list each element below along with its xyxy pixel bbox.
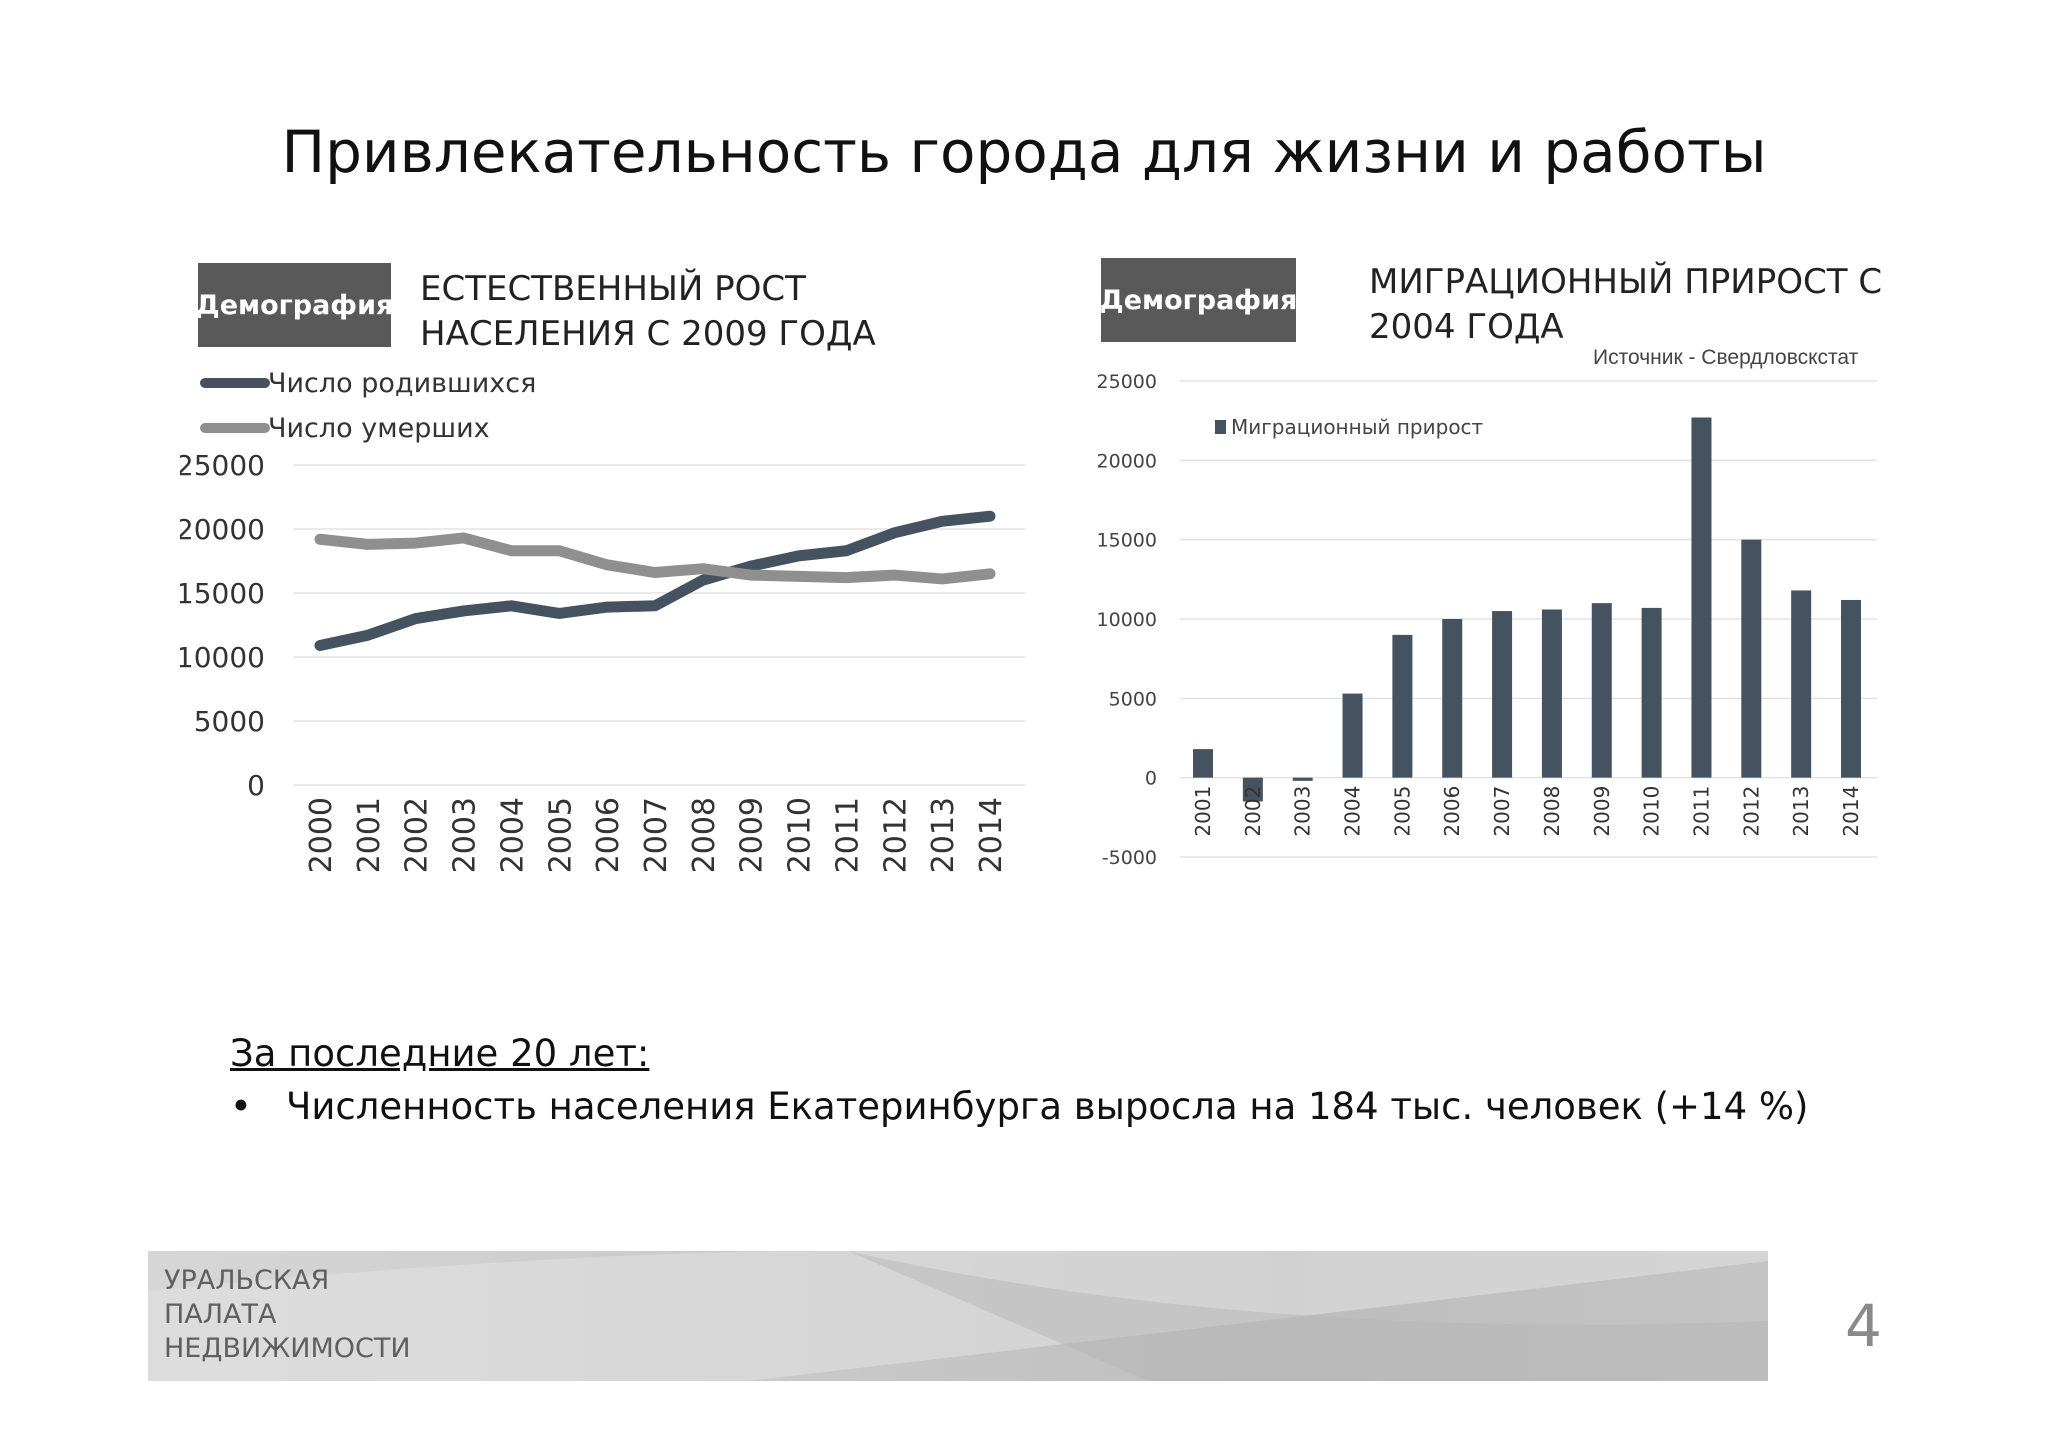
- x-tick-label: 2014: [974, 797, 1009, 873]
- x-tick-label: 2004: [495, 797, 530, 873]
- bar: [1242, 777, 1263, 802]
- x-tick-label: 2013: [926, 797, 961, 873]
- summary-heading: За последние 20 лет:: [230, 1032, 650, 1075]
- legend-label: Миграционный прирост: [1231, 415, 1484, 439]
- x-tick-label: 2013: [1789, 786, 1813, 837]
- bar: [1841, 599, 1861, 778]
- bar: [1193, 749, 1213, 778]
- x-tick-label: 2001: [352, 797, 387, 873]
- x-tick-label: 2009: [735, 797, 770, 873]
- source-note: Источник - Свердловскстат: [1593, 346, 1859, 369]
- left-chart-heading-line1: ЕСТЕСТВЕННЫЙ РОСТ: [420, 269, 806, 309]
- footer-org-line1: УРАЛЬСКАЯ: [164, 1265, 330, 1296]
- legend-label: Число родившихся: [268, 368, 536, 399]
- x-tick-label: 2008: [687, 797, 722, 873]
- x-tick-label: 2002: [400, 797, 435, 873]
- bullet-icon: •: [230, 1085, 252, 1128]
- footer-org-line2: ПАЛАТА: [164, 1299, 277, 1330]
- x-tick-label: 2007: [1490, 786, 1514, 837]
- y-tick-label: 15000: [1097, 530, 1157, 552]
- x-tick-label: 2012: [878, 797, 913, 873]
- footer-org-line3: НЕДВИЖИМОСТИ: [164, 1333, 411, 1364]
- x-tick-label: 2001: [1191, 786, 1215, 837]
- bar: [1691, 417, 1712, 778]
- bar: [1741, 539, 1762, 778]
- y-tick-label: 5000: [1109, 688, 1157, 710]
- bar: [1641, 607, 1662, 778]
- summary-bullet: • Численность населения Екатеринбурга выр…: [230, 1085, 1808, 1128]
- y-tick-label: 25000: [180, 449, 265, 482]
- x-tick-label: 2009: [1590, 786, 1614, 837]
- x-tick-label: 2008: [1540, 786, 1564, 837]
- series-line: [314, 510, 996, 651]
- bar: [1541, 609, 1562, 778]
- bar: [1442, 619, 1463, 778]
- x-tick-label: 2010: [1640, 786, 1664, 837]
- demography-badge-right: Демография: [1100, 258, 1297, 342]
- x-tick-label: 2000: [304, 797, 339, 873]
- footer-decoration: [148, 1251, 1768, 1381]
- y-tick-label: 25000: [1097, 371, 1157, 393]
- y-tick-label: 5000: [194, 705, 265, 738]
- bar: [1292, 777, 1313, 781]
- demography-badge-left: Демография: [196, 263, 393, 347]
- bar: [1591, 603, 1612, 778]
- legend-label: Число умерших: [268, 413, 490, 444]
- left-chart-heading-line2: НАСЕЛЕНИЯ С 2009 ГОДА: [420, 314, 876, 354]
- footer-band: [148, 1251, 1768, 1381]
- right-chart-heading: МИГРАЦИОННЫЙ ПРИРОСТ С 2004 ГОДА: [1369, 260, 1882, 350]
- x-tick-label: 2012: [1739, 786, 1763, 837]
- footer-org-name: УРАЛЬСКАЯ ПАЛАТА НЕДВИЖИМОСТИ: [164, 1264, 411, 1366]
- x-tick-label: 2006: [591, 797, 626, 873]
- y-tick-label: 0: [247, 769, 265, 802]
- y-tick-label: 15000: [180, 577, 265, 610]
- x-tick-label: 2007: [639, 797, 674, 873]
- x-tick-label: 2002: [1241, 786, 1265, 837]
- bar: [1392, 634, 1413, 778]
- y-tick-label: -5000: [1102, 847, 1157, 869]
- x-tick-label: 2005: [1390, 786, 1414, 837]
- y-tick-label: 10000: [1097, 609, 1157, 631]
- x-tick-label: 2005: [543, 797, 578, 873]
- x-tick-label: 2014: [1839, 786, 1863, 837]
- y-tick-label: 10000: [180, 641, 265, 674]
- right-chart-heading-line2: 2004 ГОДА: [1369, 307, 1564, 347]
- x-tick-label: 2010: [783, 797, 818, 873]
- x-tick-label: 2006: [1440, 786, 1464, 837]
- bar: [1791, 590, 1812, 778]
- slide-title: Привлекательность города для жизни и раб…: [281, 118, 1767, 186]
- y-tick-label: 20000: [180, 513, 265, 546]
- summary-bullet-text: Численность населения Екатеринбурга выро…: [286, 1085, 1809, 1128]
- legend-swatch: [1215, 420, 1226, 434]
- x-tick-label: 2011: [830, 797, 865, 873]
- series-line: [314, 532, 996, 585]
- natural-growth-line-chart: 0 5000 10000 15000 20000 25000 2000 2001 2002 200…: [180, 368, 1025, 873]
- right-chart-heading-line1: МИГРАЦИОННЫЙ ПРИРОСТ С: [1369, 262, 1883, 302]
- y-tick-label: 0: [1145, 768, 1157, 790]
- page-number: 4: [1845, 1292, 1882, 1360]
- left-chart-heading: ЕСТЕСТВЕННЫЙ РОСТ НАСЕЛЕНИЯ С 2009 ГОДА: [420, 267, 876, 357]
- migration-bar-chart: -5000 0 5000 10000 15000 20000 25000 Миграционн…: [1097, 371, 1877, 869]
- x-tick-label: 2011: [1689, 786, 1713, 837]
- bar: [1492, 611, 1513, 778]
- bar: [1342, 693, 1363, 778]
- x-tick-label: 2004: [1341, 786, 1365, 837]
- y-tick-label: 20000: [1097, 450, 1157, 472]
- x-tick-label: 2003: [448, 797, 483, 873]
- x-tick-label: 2003: [1291, 786, 1315, 837]
